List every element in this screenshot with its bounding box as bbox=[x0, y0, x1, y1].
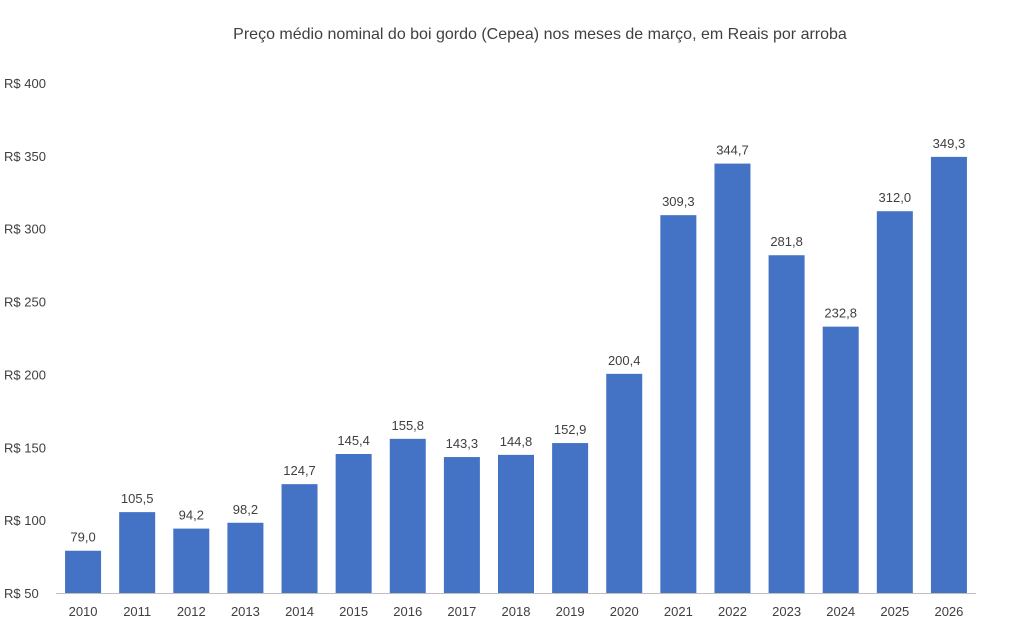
data-label-2010: 79,0 bbox=[70, 530, 95, 545]
x-tick-label-2023: 2023 bbox=[772, 604, 801, 619]
bar-2011 bbox=[119, 512, 156, 593]
bar-2012 bbox=[173, 528, 210, 593]
data-label-2015: 145,4 bbox=[337, 433, 370, 448]
data-label-2018: 144,8 bbox=[500, 434, 533, 449]
bar-2021 bbox=[660, 215, 697, 594]
data-label-2020: 200,4 bbox=[608, 353, 641, 368]
bars bbox=[65, 156, 967, 594]
bar-2010 bbox=[65, 550, 102, 593]
x-tick-label-2016: 2016 bbox=[393, 604, 422, 619]
y-axis: R$ 50 R$ 100 R$ 150 R$ 200 R$ 250 R$ 300 R$ 35… bbox=[4, 76, 46, 601]
x-tick-label-2014: 2014 bbox=[285, 604, 314, 619]
bar-2013 bbox=[227, 522, 264, 593]
bar-2019 bbox=[552, 443, 589, 593]
y-tick-label: R$ 200 bbox=[4, 367, 46, 382]
data-label-2012: 94,2 bbox=[179, 508, 204, 523]
x-axis: 2010 2011 2012 2013 2014 2015 2016 2017 2018 2019… bbox=[69, 604, 964, 619]
bar-2020 bbox=[606, 373, 643, 593]
chart-title: Preço médio nominal do boi gordo (Cepea)… bbox=[233, 26, 847, 43]
x-tick-label-2013: 2013 bbox=[231, 604, 260, 619]
x-tick-label-2018: 2018 bbox=[502, 604, 531, 619]
x-tick-label-2020: 2020 bbox=[610, 604, 639, 619]
data-label-2024: 232,8 bbox=[824, 306, 857, 321]
x-tick-label-2010: 2010 bbox=[69, 604, 98, 619]
y-tick-label: R$ 250 bbox=[4, 295, 46, 310]
x-tick-label-2024: 2024 bbox=[826, 604, 855, 619]
y-tick-label: R$ 50 bbox=[4, 586, 39, 601]
x-tick-label-2011: 2011 bbox=[123, 604, 151, 619]
data-label-2013: 98,2 bbox=[233, 502, 258, 517]
data-label-2026: 349,3 bbox=[933, 136, 966, 151]
data-label-2023: 281,8 bbox=[770, 234, 803, 249]
bar-2016 bbox=[389, 438, 426, 593]
data-label-2022: 344,7 bbox=[716, 143, 749, 158]
data-labels: 79,0 105,5 94,2 98,2 124,7 145,4 155,8 143,3 144… bbox=[70, 136, 965, 545]
x-tick-label-2015: 2015 bbox=[339, 604, 368, 619]
bar-2025 bbox=[876, 211, 913, 593]
x-tick-label-2012: 2012 bbox=[177, 604, 206, 619]
bar-2015 bbox=[335, 453, 372, 593]
data-label-2016: 155,8 bbox=[391, 418, 424, 433]
y-tick-label: R$ 300 bbox=[4, 222, 46, 237]
x-tick-label-2026: 2026 bbox=[934, 604, 963, 619]
bar-2023 bbox=[768, 255, 805, 593]
data-label-2017: 143,3 bbox=[446, 436, 479, 451]
bar-2024 bbox=[822, 326, 859, 593]
x-tick-label-2019: 2019 bbox=[556, 604, 585, 619]
bar-2026 bbox=[930, 156, 967, 593]
x-tick-label-2025: 2025 bbox=[880, 604, 909, 619]
bar-2014 bbox=[281, 484, 318, 593]
x-tick-label-2022: 2022 bbox=[718, 604, 747, 619]
data-label-2025: 312,0 bbox=[879, 190, 912, 205]
x-tick-label-2021: 2021 bbox=[664, 604, 693, 619]
bar-2022 bbox=[714, 163, 751, 593]
data-label-2021: 309,3 bbox=[662, 194, 695, 209]
y-tick-label: R$ 350 bbox=[4, 149, 46, 164]
data-label-2011: 105,5 bbox=[121, 491, 154, 506]
x-tick-label-2017: 2017 bbox=[447, 604, 476, 619]
data-label-2014: 124,7 bbox=[283, 463, 316, 478]
bar-2017 bbox=[443, 457, 480, 593]
y-tick-label: R$ 100 bbox=[4, 513, 46, 528]
data-label-2019: 152,9 bbox=[554, 422, 587, 437]
y-tick-label: R$ 150 bbox=[4, 440, 46, 455]
bar-2018 bbox=[498, 454, 534, 593]
y-tick-label: R$ 400 bbox=[4, 76, 46, 91]
